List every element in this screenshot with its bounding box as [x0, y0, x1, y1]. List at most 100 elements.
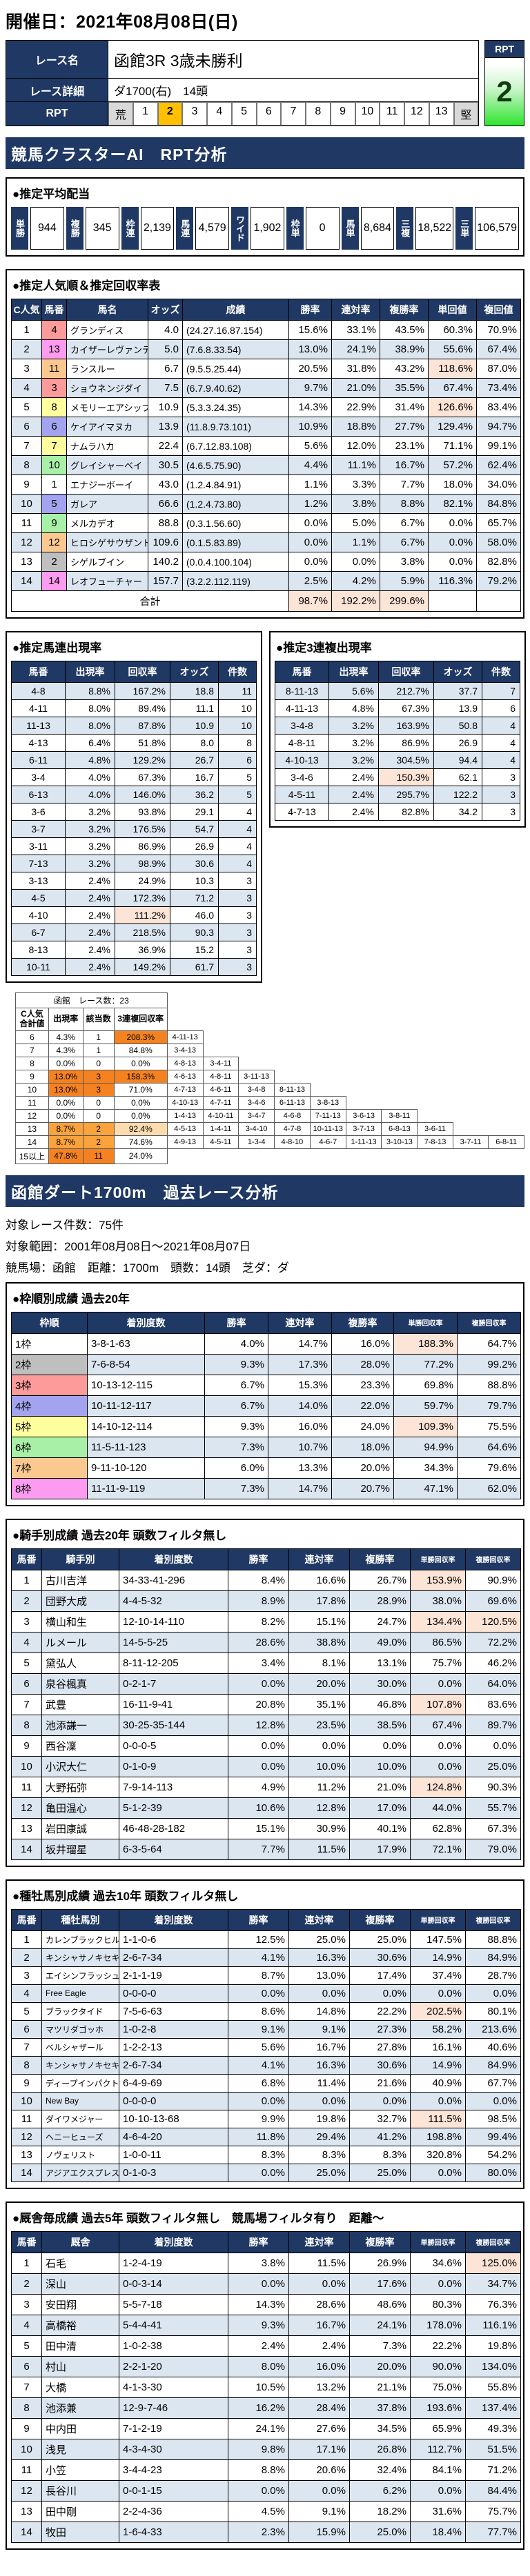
table-cell: 2	[11, 339, 42, 359]
table-cell: 75.7%	[465, 2500, 521, 2522]
table-cell: 0.0%	[48, 1095, 84, 1110]
rpt-level-10[interactable]: 10	[355, 102, 380, 126]
column-header: 厩舎	[41, 2230, 119, 2253]
table-cell: 55.7%	[465, 1797, 521, 1819]
frame-stats-box: ●枠順別成績 過去20年 枠順 着別度数 勝率 連対率 複勝率 単勝回収率 複勝回収率 1枠…	[6, 1281, 524, 1506]
stable-row: 6 村山 2-2-1-20 8.0% 16.0% 20.0% 90.0% 134.0%	[11, 2355, 521, 2377]
table-cell: 6.7	[148, 359, 183, 379]
table-cell: 4	[11, 1631, 42, 1653]
column-header: オッズ	[433, 661, 482, 683]
column-header: 複勝率	[349, 2230, 411, 2253]
table-cell: 64.0%	[465, 1673, 521, 1695]
table-cell: 11.4%	[288, 2073, 350, 2093]
table-cell: 4.3%	[48, 1030, 84, 1044]
table-cell: 0.0%	[465, 2091, 521, 2110]
column-header: 馬番	[11, 661, 66, 683]
table-cell: 13.1%	[349, 1652, 411, 1674]
table-cell: 43.0	[148, 475, 183, 495]
rpt-level-1[interactable]: 1	[132, 102, 158, 126]
table-cell: 47.8%	[48, 1148, 84, 1164]
distribution-row: 8 0.0% 0 0.0% 4-8-13 3-4-11	[15, 1056, 524, 1070]
stable-row: 13 田中剛 2-2-4-36 4.5% 9.1% 18.2% 31.6% 75.7%	[11, 2500, 521, 2522]
table-cell: 20.5%	[288, 359, 332, 379]
table-cell: 6.0%	[204, 1457, 268, 1479]
table-cell: 13.0%	[48, 1069, 84, 1084]
rpt-level-3[interactable]: 3	[182, 102, 207, 126]
event-date-heading: 開催日：2021年08月08日(日)	[6, 12, 238, 32]
table-cell: 27.8%	[349, 2037, 411, 2057]
section-title-rpt-analysis: 競馬クラスターAI RPT分析	[6, 137, 524, 169]
table-cell: 8	[11, 2397, 42, 2419]
rpt-level-13[interactable]: 13	[429, 102, 454, 126]
table-cell: 218.5%	[115, 923, 170, 941]
table-cell: 86.5%	[410, 1631, 466, 1653]
rpt-level-7[interactable]: 7	[281, 102, 306, 126]
table-cell: 0.0%	[228, 1755, 289, 1777]
table-cell: 3-4-8	[275, 717, 329, 735]
table-cell: 16.3%	[288, 1948, 350, 1967]
stable-row: 14 牧田 1-6-4-33 2.3% 15.9% 25.0% 18.4% 77.7%	[11, 2521, 521, 2543]
table-cell: 10.0%	[349, 1755, 411, 1777]
table-cell: 6	[11, 417, 42, 437]
trio-combo-cell: 10-11-13	[309, 1121, 346, 1136]
table-cell: 古川吉洋	[41, 1569, 119, 1591]
table-cell: 0.0%	[288, 1984, 350, 2003]
rpt-level-堅[interactable]: 堅	[453, 102, 479, 126]
rpt-level-荒[interactable]: 荒	[108, 102, 133, 126]
table-cell: 0.0%	[410, 2163, 466, 2182]
race-detail: ダ1700(右) 14頭	[107, 78, 480, 102]
table-cell: 25.0%	[288, 2163, 350, 2182]
table-cell: 125.0%	[465, 2252, 521, 2274]
table-cell: 5	[11, 397, 42, 417]
distribution-header-row: C人気合計値 出現率 該当数 3連複回収率	[15, 1008, 524, 1031]
trio-combo-cell: 7-11-13	[309, 1108, 346, 1123]
rpt-level-6[interactable]: 6	[256, 102, 282, 126]
trio-combo-cell: 4-9-13	[166, 1135, 204, 1149]
rpt-level-2[interactable]: 2	[157, 102, 183, 126]
table-cell: 6	[11, 2019, 42, 2039]
rpt-level-9[interactable]: 9	[330, 102, 355, 126]
table-cell: 0.0%	[228, 2163, 289, 2182]
table-cell: 0.0%	[228, 2273, 289, 2295]
table-cell: 23.3%	[331, 1374, 394, 1396]
table-cell: 120.5%	[465, 1610, 521, 1633]
rpt-level-12[interactable]: 12	[404, 102, 429, 126]
rpt-level-11[interactable]: 11	[380, 102, 404, 126]
rpt-level-8[interactable]: 8	[306, 102, 331, 126]
table-cell: アジアエクスプレス	[41, 2163, 119, 2182]
sire-stats-title: ●種牡馬別成績 過去10年 頭数フィルタ無し	[12, 1889, 239, 1903]
rpt-score-value: 2	[485, 58, 524, 126]
column-header: 連対率	[331, 299, 380, 321]
table-cell: 14.9%	[410, 1948, 466, 1967]
table-cell: 16.6%	[288, 1569, 350, 1591]
table-cell: 大野拓弥	[41, 1776, 119, 1798]
table-cell: マツリダゴッホ	[41, 2019, 119, 2039]
rpt-level-4[interactable]: 4	[207, 102, 232, 126]
table-cell: 15.6%	[288, 320, 332, 340]
table-cell: 0-0-0-0	[119, 2091, 228, 2110]
table-cell: 13.2%	[288, 2376, 350, 2398]
table-cell: 14.8%	[288, 2001, 350, 2021]
table-cell: 7.5	[148, 378, 183, 398]
sire-row: 2 キンシャサノキセキ 2-6-7-34 4.1% 16.3% 30.6% 14.9% 84.…	[11, 1948, 521, 1967]
table-cell: 4-6-4-20	[119, 2127, 228, 2146]
pair-row: 4-8 8.8% 167.2% 18.8 11	[11, 682, 257, 700]
table-cell: キンシャサノキセキ	[41, 2055, 119, 2075]
table-cell: 11	[41, 359, 67, 379]
table-cell: 178.0%	[410, 2314, 466, 2336]
table-cell: Free Eagle	[41, 1984, 119, 2003]
table-cell: 3	[218, 906, 257, 924]
table-cell: 14.3%	[228, 2293, 289, 2315]
trio-combo-cell: 4-6-13	[166, 1069, 204, 1084]
table-cell: 116.3%	[428, 571, 477, 591]
rpt-level-5[interactable]: 5	[231, 102, 257, 126]
table-cell: 116.1%	[465, 2314, 521, 2336]
table-cell: 3.2%	[65, 837, 115, 855]
table-cell: 146.0%	[115, 786, 170, 803]
race-detail-label: レース詳細	[6, 78, 108, 102]
table-cell: 24.0%	[331, 1415, 394, 1437]
table-cell: 140.2	[148, 552, 183, 572]
table-cell: 77.2%	[393, 1353, 458, 1375]
jockey-row: 4 ルメール 14-5-5-25 28.6% 38.8% 49.0% 86.5% 72.2%	[11, 1631, 521, 1653]
jockey-row: 12 亀田温心 5-1-2-39 10.6% 12.8% 17.0% 44.0% 55.7%	[11, 1797, 521, 1819]
